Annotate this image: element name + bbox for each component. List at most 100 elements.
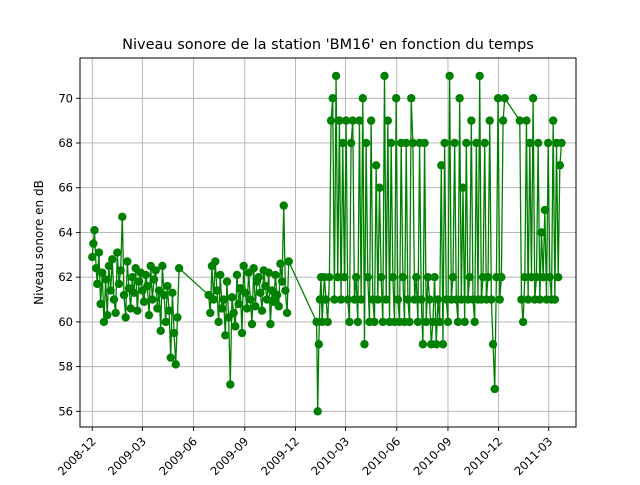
data-point [445, 71, 454, 81]
data-point [375, 183, 384, 192]
data-point [448, 272, 458, 282]
data-point [247, 319, 257, 329]
data-point [284, 257, 293, 266]
data-point [153, 304, 162, 313]
data-point [111, 308, 120, 318]
data-point [251, 302, 260, 311]
data-point [408, 138, 418, 148]
data-point [537, 228, 546, 237]
data-point [249, 264, 258, 273]
data-point [264, 268, 273, 277]
data-point [96, 299, 105, 309]
data-point [333, 272, 342, 282]
data-point [217, 304, 227, 313]
data-point [376, 272, 386, 282]
data-point [272, 290, 282, 300]
data-point [232, 270, 242, 280]
data-point [500, 94, 509, 103]
data-point [101, 275, 110, 284]
data-point [548, 116, 558, 125]
data-point [418, 340, 428, 349]
data-point [168, 288, 177, 298]
data-point [343, 295, 352, 304]
data-point [540, 205, 550, 215]
data-point [271, 270, 280, 280]
data-point [432, 340, 441, 349]
data-point [129, 288, 139, 298]
data-point [99, 317, 109, 327]
data-point [221, 331, 230, 340]
data-point [143, 281, 152, 291]
data-point [383, 116, 393, 125]
data-point [535, 295, 545, 304]
data-point [373, 295, 383, 304]
data-point [348, 116, 357, 125]
data-point [119, 290, 129, 300]
data-point [438, 340, 448, 349]
data-point [458, 183, 468, 192]
data-point [455, 94, 464, 103]
data-point [485, 116, 494, 125]
data-point [361, 138, 371, 148]
data-point [413, 317, 423, 327]
data-point [405, 317, 414, 327]
data-point [226, 380, 235, 389]
data-point [351, 272, 361, 282]
data-point [366, 116, 376, 125]
data-point [254, 272, 263, 282]
data-point [555, 161, 565, 170]
y-tick-label: 56 [58, 404, 73, 418]
data-point [227, 293, 237, 302]
data-point [495, 295, 504, 304]
data-point [241, 288, 250, 298]
data-point [493, 94, 503, 103]
data-point [386, 138, 396, 148]
data-point [545, 272, 555, 282]
data-point [261, 281, 270, 291]
data-point [557, 138, 566, 148]
data-point [103, 310, 112, 320]
y-tick-label: 66 [58, 181, 73, 195]
data-point [553, 272, 563, 282]
data-point [378, 317, 388, 327]
data-point [116, 266, 125, 275]
data-point [520, 272, 529, 282]
data-point [133, 306, 142, 315]
data-point [209, 295, 218, 304]
data-point [518, 317, 528, 327]
data-point [483, 272, 493, 282]
data-point [467, 116, 476, 125]
y-tick-label: 64 [58, 225, 73, 239]
data-point [262, 295, 272, 304]
data-point [158, 261, 167, 271]
data-point [159, 290, 169, 300]
data-point [422, 317, 431, 327]
data-point [532, 272, 541, 282]
y-tick-label: 70 [58, 91, 73, 105]
data-point [274, 302, 283, 311]
data-point [420, 138, 429, 148]
data-point [108, 255, 117, 264]
data-point [149, 275, 159, 284]
y-tick-label: 60 [58, 315, 73, 329]
data-point [123, 257, 132, 266]
data-point [93, 279, 102, 289]
data-point [94, 248, 104, 257]
data-point [470, 317, 479, 327]
data-point [104, 261, 114, 271]
data-point [128, 272, 137, 282]
data-point [498, 116, 508, 125]
data-point [371, 161, 381, 170]
data-point [156, 326, 165, 336]
data-point [380, 71, 389, 81]
data-point [335, 116, 344, 125]
data-point [453, 317, 463, 327]
data-point [346, 138, 356, 148]
data-point [402, 138, 411, 148]
data-point [212, 286, 222, 295]
data-point [435, 317, 444, 327]
data-point [533, 138, 543, 148]
data-point [381, 295, 391, 304]
